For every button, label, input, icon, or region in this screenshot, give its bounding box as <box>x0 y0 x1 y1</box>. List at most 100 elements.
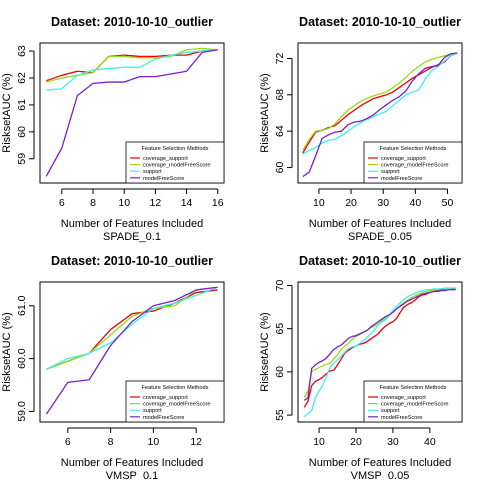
series-line-coverage-support <box>302 52 458 154</box>
legend-entry-label: coverage_modelFreeScore <box>381 163 448 169</box>
x-tick-label: 10 <box>148 436 160 448</box>
legend: Feature Selection Methods coverage_suppor… <box>363 380 463 423</box>
series-line-modelfreescore <box>45 49 218 177</box>
series-line-modelfreescore <box>302 52 458 178</box>
x-tick-label: 50 <box>442 197 454 209</box>
legend-entry-label: modelFreeScore <box>143 415 184 421</box>
x-tick-label: 10 <box>313 436 325 448</box>
x-tick-label: 6 <box>59 197 65 209</box>
legend-box <box>125 380 225 423</box>
series-line-coverage-modelfreescore <box>46 47 218 83</box>
legend: Feature Selection Methods coverage_suppor… <box>125 141 225 184</box>
y-tick-label: 64 <box>274 125 286 137</box>
series-group <box>303 287 456 418</box>
legend-entry-label: coverage_modelFreeScore <box>143 402 210 408</box>
series-group <box>302 52 458 178</box>
x-tick-label: 10 <box>118 197 130 209</box>
legend-box <box>363 141 463 184</box>
legend-box <box>363 380 463 423</box>
series-line-coverage-support <box>46 49 218 82</box>
x-axis: 6 8 10 12 14 16 <box>59 188 224 209</box>
panel-spade-0-1: Dataset: 2010-10-10_outlier 6 8 10 12 14 16 Num… <box>1 15 225 243</box>
x-axis-subtitle: SPADE_0.05 <box>348 231 412 243</box>
series-line-modelfreescore <box>45 286 218 415</box>
legend-entry-label: coverage_modelFreeScore <box>143 163 210 169</box>
legend: Feature Selection Methods coverage_suppor… <box>125 380 225 423</box>
y-tick-label: 62 <box>16 72 28 84</box>
y-tick-label: 68 <box>274 89 286 101</box>
legend-entry-label: support <box>381 408 400 414</box>
legend-title: Feature Selection Methods <box>142 385 209 391</box>
legend-entry-label: modelFreeScore <box>381 415 422 421</box>
y-tick-label: 65 <box>274 323 286 335</box>
y-tick-label: 61.0 <box>16 295 28 316</box>
y-axis: 59 60 61 62 63 <box>16 45 35 165</box>
y-tick-label: 60 <box>16 126 28 138</box>
series-line-support <box>302 52 458 155</box>
y-tick-label: 70 <box>274 279 286 291</box>
y-axis: 59.0 60.0 61.0 <box>16 295 35 422</box>
legend-entry-label: coverage_modelFreeScore <box>381 402 448 408</box>
x-tick-label: 8 <box>108 436 114 448</box>
y-axis-title: RisksetAUC (%) <box>259 312 271 391</box>
series-group <box>45 286 218 415</box>
y-tick-label: 60 <box>274 366 286 378</box>
x-axis-title: Number of Features Included <box>309 457 451 469</box>
series-line-support <box>303 287 456 418</box>
x-axis-title: Number of Features Included <box>309 218 451 230</box>
series-line-support <box>46 49 218 91</box>
x-tick-label: 12 <box>190 436 202 448</box>
x-axis-title: Number of Features Included <box>61 457 203 469</box>
series-line-modelfreescore <box>303 289 456 401</box>
x-tick-label: 6 <box>65 436 71 448</box>
legend-entry-label: modelFreeScore <box>143 176 184 182</box>
x-tick-label: 16 <box>212 197 224 209</box>
series-group <box>45 47 218 177</box>
legend-entry-label: modelFreeScore <box>381 176 422 182</box>
y-tick-label: 60.0 <box>16 348 28 369</box>
x-tick-label: 10 <box>313 197 325 209</box>
x-tick-label: 30 <box>377 197 389 209</box>
x-tick-label: 8 <box>90 197 96 209</box>
x-tick-label: 14 <box>181 197 193 209</box>
x-axis-subtitle: SPADE_0.1 <box>103 231 161 243</box>
panel-spade-0-05: Dataset: 2010-10-10_outlier 10 20 30 40 50 Num… <box>259 15 463 243</box>
legend-entry-label: support <box>381 169 400 175</box>
x-axis-title: Number of Features Included <box>61 218 203 230</box>
x-axis: 10 20 30 40 50 <box>313 188 454 209</box>
legend-entry-label: support <box>143 169 162 175</box>
panel-vmsp-0-1: Dataset: 2010-10-10_outlier 6 8 10 12 Number … <box>1 254 225 482</box>
x-tick-label: 40 <box>410 197 422 209</box>
y-axis-title: RisksetAUC (%) <box>259 73 271 152</box>
x-tick-label: 40 <box>424 436 436 448</box>
x-tick-label: 30 <box>387 436 399 448</box>
legend-entry-label: support <box>143 408 162 414</box>
series-line-coverage-modelfreescore <box>303 287 456 399</box>
x-tick-label: 12 <box>150 197 162 209</box>
y-tick-label: 55 <box>274 409 286 421</box>
y-tick-label: 59.0 <box>16 401 28 422</box>
y-axis-title: RisksetAUC (%) <box>1 312 13 391</box>
series-line-coverage-modelfreescore <box>46 286 218 370</box>
x-axis-subtitle: VMSP_0.05 <box>351 470 410 480</box>
series-line-support <box>46 286 218 370</box>
legend-entry-label: coverage_support <box>381 156 426 162</box>
y-tick-label: 61 <box>16 99 28 111</box>
legend-entry-label: coverage_support <box>381 395 426 401</box>
x-axis-subtitle: VMSP_0.1 <box>106 470 159 480</box>
y-tick-label: 60 <box>274 162 286 174</box>
y-tick-label: 59 <box>16 153 28 165</box>
chart-title: Dataset: 2010-10-10_outlier <box>51 15 213 29</box>
panel-vmsp-0-05: Dataset: 2010-10-10_outlier 10 20 30 40 Numbe… <box>259 254 463 482</box>
legend: Feature Selection Methods coverage_suppor… <box>363 141 463 184</box>
chart-title: Dataset: 2010-10-10_outlier <box>299 15 461 29</box>
x-axis: 10 20 30 40 <box>313 427 436 448</box>
legend-title: Feature Selection Methods <box>380 146 447 152</box>
legend-title: Feature Selection Methods <box>142 146 209 152</box>
legend-box <box>125 141 225 184</box>
legend-entry-label: coverage_support <box>143 156 188 162</box>
chart-title: Dataset: 2010-10-10_outlier <box>51 254 213 268</box>
y-axis: 55 60 65 70 <box>274 279 293 421</box>
